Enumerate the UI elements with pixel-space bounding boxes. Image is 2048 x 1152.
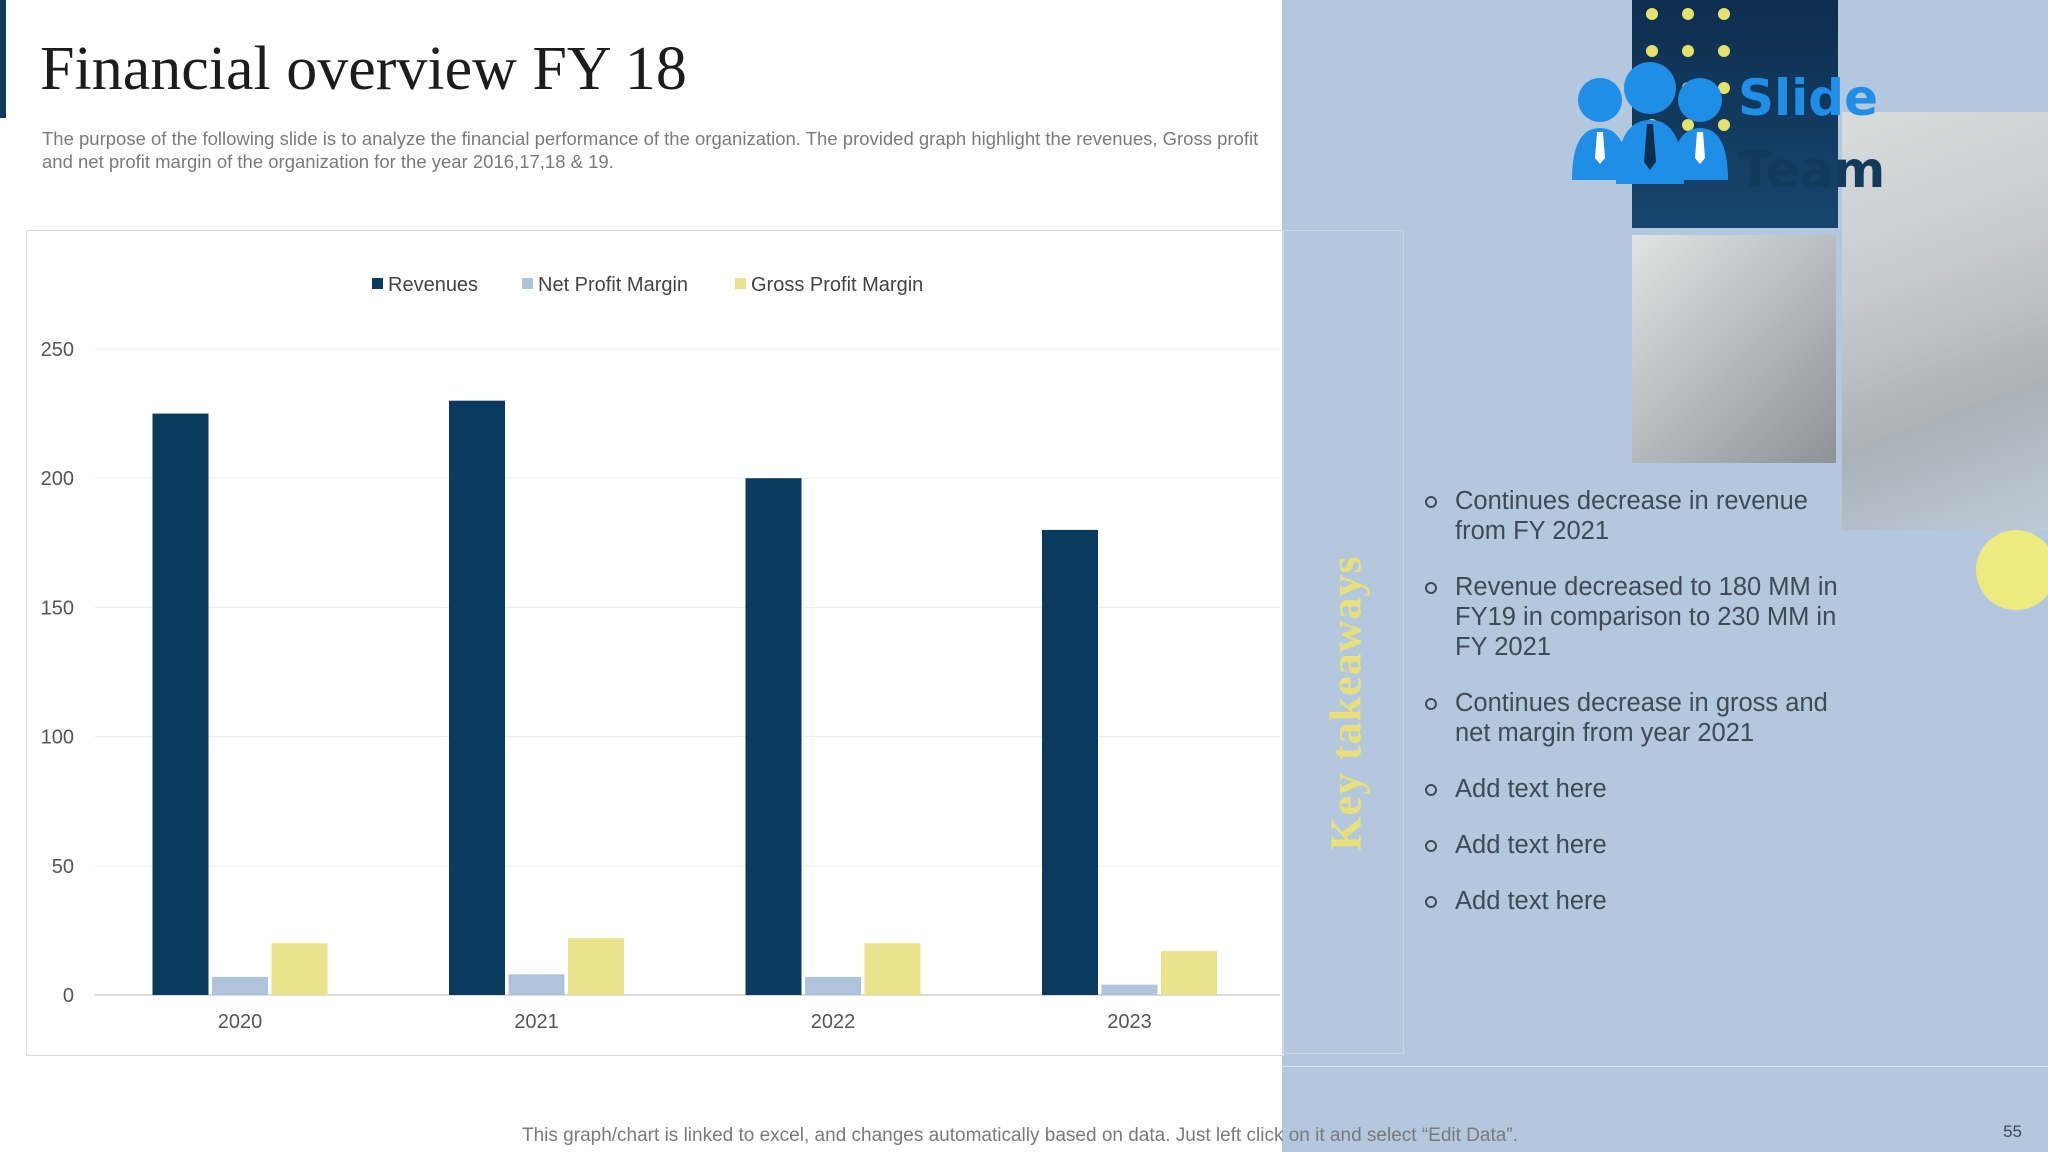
takeaways-list: Continues decrease in revenue from FY 20… — [1424, 486, 1844, 942]
bullet-icon — [1425, 784, 1437, 796]
chart-footnote: This graph/chart is linked to excel, and… — [522, 1125, 1518, 1146]
bar-net-profit-margin — [212, 976, 268, 995]
logo-background-image — [1632, 0, 1838, 228]
y-tick-label: 150 — [41, 597, 74, 619]
takeaway-item: Add text here — [1424, 886, 1844, 916]
bullet-icon — [1425, 496, 1437, 508]
bar-gross-profit-margin — [568, 938, 624, 995]
slide-subtitle: The purpose of the following slide is to… — [42, 128, 1259, 172]
bullet-icon — [1425, 698, 1437, 710]
key-takeaways-label: Key takeaways — [1321, 555, 1371, 851]
logo-line1: Slide — [1738, 69, 1878, 127]
slide-title: Financial overview FY 18 — [40, 35, 687, 103]
bar-gross-profit-margin — [271, 943, 328, 995]
bar-revenues — [449, 400, 505, 995]
y-tick-label: 200 — [41, 468, 74, 490]
slideteam-people-icon — [1572, 62, 1728, 184]
y-tick-label: 0 — [63, 985, 74, 1007]
legend-label: Net Profit Margin — [538, 274, 688, 296]
y-tick-label: 50 — [52, 856, 74, 878]
takeaway-label-frame — [1282, 230, 1404, 1054]
typing-hands-photo — [1842, 112, 2048, 530]
bar-gross-profit-margin — [1161, 951, 1217, 995]
page-number: 55 — [2003, 1122, 2022, 1141]
takeaway-item: Add text here — [1424, 774, 1844, 804]
bar-revenues — [1042, 529, 1098, 995]
x-tick-label: 2020 — [218, 1011, 263, 1033]
logo-line2: Team — [1738, 141, 1886, 199]
y-tick-label: 250 — [41, 339, 74, 361]
x-tick-label: 2022 — [811, 1011, 856, 1033]
takeaway-item: Continues decrease in gross and net marg… — [1424, 688, 1844, 748]
laptop-photo — [1632, 235, 1836, 463]
x-tick-label: 2021 — [514, 1011, 559, 1033]
bullet-icon — [1425, 840, 1437, 852]
bar-net-profit-margin — [1101, 984, 1158, 995]
legend-swatch — [522, 278, 533, 289]
bar-revenues — [745, 478, 802, 995]
takeaway-item: Continues decrease in revenue from FY 20… — [1424, 486, 1844, 546]
legend-label: Gross Profit Margin — [751, 274, 923, 296]
title-accent-bar — [0, 0, 6, 118]
takeaway-item: Revenue decreased to 180 MM in FY19 in c… — [1424, 572, 1844, 662]
takeaway-item: Add text here — [1424, 830, 1844, 860]
footer-divider — [1282, 1066, 2048, 1067]
bar-net-profit-margin — [508, 974, 565, 995]
slideteam-logo-text: Slide Team — [1738, 62, 1885, 206]
y-tick-label: 100 — [41, 727, 74, 749]
bar-revenues — [152, 413, 209, 996]
legend-swatch — [372, 278, 383, 289]
decorative-circle — [1976, 530, 2048, 610]
bullet-icon — [1425, 582, 1437, 594]
legend-label: Revenues — [388, 274, 478, 296]
bar-gross-profit-margin — [864, 943, 921, 995]
bullet-icon — [1425, 896, 1437, 908]
legend-swatch — [735, 278, 746, 289]
bar-net-profit-margin — [805, 976, 861, 995]
x-tick-label: 2023 — [1107, 1011, 1152, 1033]
